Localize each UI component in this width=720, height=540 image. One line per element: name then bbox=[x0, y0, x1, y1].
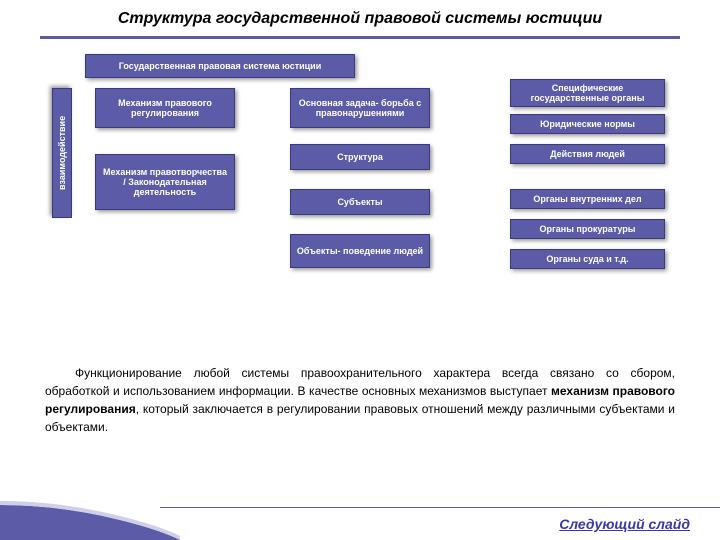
footer-divider bbox=[160, 507, 720, 508]
title-divider bbox=[40, 36, 680, 39]
box-r5: Органы прокуратуры bbox=[510, 219, 665, 239]
box-r1: Специфические государственные органы bbox=[510, 79, 665, 107]
box-c4: Объекты- поведение людей bbox=[290, 234, 430, 268]
box-c1: Основная задача- борьба с правонарушения… bbox=[290, 88, 430, 128]
para-part2: , который заключается в регулировании пр… bbox=[45, 402, 675, 434]
box-r2: Юридические нормы bbox=[510, 114, 665, 134]
box-r4: Органы внутренних дел bbox=[510, 189, 665, 209]
box-r6: Органы суда и т.д. bbox=[510, 249, 665, 269]
footer: Следующий слайд bbox=[0, 500, 720, 540]
box-c2: Структура bbox=[290, 144, 430, 170]
box-c3: Субъекты bbox=[290, 189, 430, 215]
swoosh-decoration bbox=[0, 500, 180, 540]
description-paragraph: Функционирование любой системы правоохра… bbox=[45, 364, 675, 436]
next-slide-link[interactable]: Следующий слайд bbox=[559, 516, 690, 532]
box-mech2: Механизм правотворчества / Законодательн… bbox=[95, 154, 235, 210]
structure-diagram: Государственная правовая система юстиции… bbox=[10, 54, 710, 354]
box-mech1: Механизм правового регулирования bbox=[95, 88, 235, 128]
page-title: Структура государственной правовой систе… bbox=[118, 10, 602, 28]
box-r3: Действия людей bbox=[510, 144, 665, 164]
box-vside: взаимодействие bbox=[52, 88, 72, 218]
box-header: Государственная правовая система юстиции bbox=[85, 54, 355, 78]
